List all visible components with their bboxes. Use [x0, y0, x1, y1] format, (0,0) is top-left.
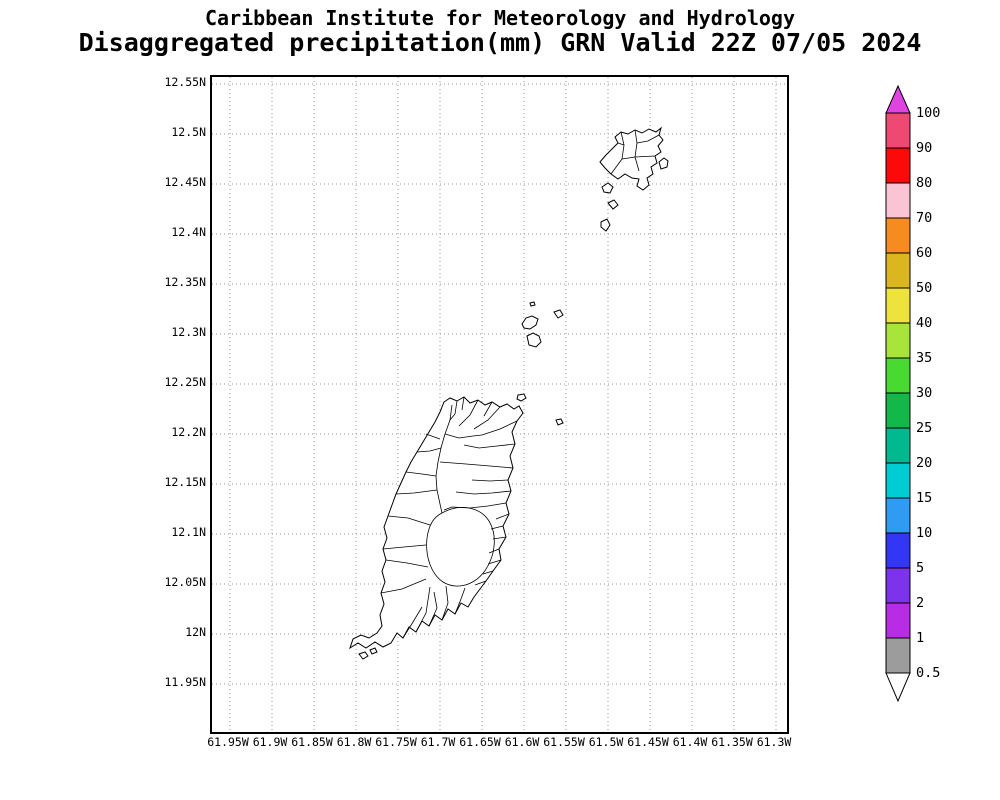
- colorbar-segment: [885, 497, 911, 534]
- colorbar-segment: [885, 602, 911, 639]
- colorbar-label: 25: [916, 420, 933, 436]
- map-plot-area: [210, 75, 789, 734]
- colorbar-label: 80: [916, 175, 933, 191]
- colorbar-label: 100: [916, 105, 941, 121]
- map-subtitle: Disaggregated precipitation(mm) GRN Vali…: [78, 28, 922, 57]
- y-axis-tick-label: 12.2N: [171, 425, 206, 439]
- x-axis-tick-label: 61.5W: [588, 735, 624, 749]
- colorbar-label: 20: [916, 455, 933, 471]
- ronde-island: [521, 315, 539, 330]
- colorbar-label: 70: [916, 210, 933, 226]
- x-axis-tick-label: 61.95W: [207, 735, 249, 749]
- colorbar-segment: [885, 182, 911, 219]
- colorbar-segment: [885, 462, 911, 499]
- frigate-islet: [607, 199, 619, 210]
- saline-islet: [601, 182, 614, 194]
- colorbar-segment: [885, 392, 911, 429]
- colorbar-label: 60: [916, 245, 933, 261]
- colorbar-label: 35: [916, 350, 933, 366]
- colorbar-label: 10: [916, 525, 933, 541]
- colorbar-segment: [885, 287, 911, 324]
- large-islet: [600, 218, 611, 232]
- caille-island: [526, 332, 542, 348]
- grenada-outline: [349, 396, 524, 650]
- colorbar-segment: [885, 637, 911, 674]
- y-axis-tick-label: 12.3N: [171, 325, 206, 339]
- small-islet: [529, 301, 536, 307]
- colorbar-label: 15: [916, 490, 933, 506]
- x-axis-tick-label: 61.7W: [420, 735, 456, 749]
- map-svg: [212, 77, 787, 732]
- x-axis-tick-label: 61.9W: [252, 735, 288, 749]
- y-axis-tick-label: 12.25N: [164, 375, 206, 389]
- y-axis-tick-label: 12.05N: [164, 575, 206, 589]
- x-axis-tick-label: 61.3W: [756, 735, 792, 749]
- x-axis-tick-label: 61.6W: [504, 735, 540, 749]
- graticule: [212, 77, 787, 732]
- x-axis-tick-label: 61.45W: [627, 735, 669, 749]
- colorbar-segment: [885, 112, 911, 149]
- x-axis-tick-label: 61.4W: [672, 735, 708, 749]
- x-axis-tick-label: 61.85W: [291, 735, 333, 749]
- x-axis-tick-label: 61.8W: [336, 735, 372, 749]
- x-axis-tick-label: 61.55W: [543, 735, 585, 749]
- y-axis-tick-label: 12.35N: [164, 275, 206, 289]
- y-axis-tick-label: 12N: [185, 625, 206, 639]
- y-axis-tick-label: 11.95N: [164, 675, 206, 689]
- y-axis-tick-label: 12.15N: [164, 475, 206, 489]
- y-axis-tick-label: 12.55N: [164, 75, 206, 89]
- colorbar-segment: [885, 217, 911, 254]
- colorbar-segment: [885, 532, 911, 569]
- sugarloaf-islet: [516, 393, 527, 402]
- colorbar-label: 40: [916, 315, 933, 331]
- colorbar-label: 0.5: [916, 665, 941, 681]
- y-axis-tick-label: 12.4N: [171, 225, 206, 239]
- x-axis-tick-label: 61.35W: [711, 735, 753, 749]
- colorbar-segment: [885, 252, 911, 289]
- page-title: Caribbean Institute for Meteorology and …: [204, 6, 795, 30]
- colorbar-segment: [885, 357, 911, 394]
- colorbar-arrow-bottom: [885, 672, 911, 703]
- colorbar-segment: [885, 322, 911, 359]
- petite-martinique-outline: [658, 157, 669, 170]
- carriacou-outline: [599, 126, 664, 191]
- colorbar-label: 50: [916, 280, 933, 296]
- glover-islet: [358, 651, 369, 660]
- diamond-islet: [553, 309, 564, 319]
- grenada-watershed-boundaries: [380, 396, 518, 639]
- colorbar-arrow-top: [885, 84, 911, 114]
- carriacou-watershed-boundaries: [610, 129, 660, 175]
- colorbar-label: 1: [916, 630, 925, 646]
- colorbar: [883, 84, 913, 705]
- glover-islet-2: [369, 647, 378, 655]
- colorbar-label: 2: [916, 595, 925, 611]
- x-axis-tick-label: 61.65W: [459, 735, 501, 749]
- colorbar-scale: [885, 84, 911, 703]
- y-axis-tick-label: 12.1N: [171, 525, 206, 539]
- y-axis-tick-label: 12.45N: [164, 175, 206, 189]
- colorbar-segment: [885, 147, 911, 184]
- colorbar-segment: [885, 567, 911, 604]
- colorbar-segment: [885, 427, 911, 464]
- colorbar-label: 5: [916, 560, 925, 576]
- x-axis-tick-label: 61.75W: [375, 735, 417, 749]
- londonbridge-islet: [555, 418, 564, 426]
- y-axis-tick-label: 12.5N: [171, 125, 206, 139]
- colorbar-label: 90: [916, 140, 933, 156]
- colorbar-label: 30: [916, 385, 933, 401]
